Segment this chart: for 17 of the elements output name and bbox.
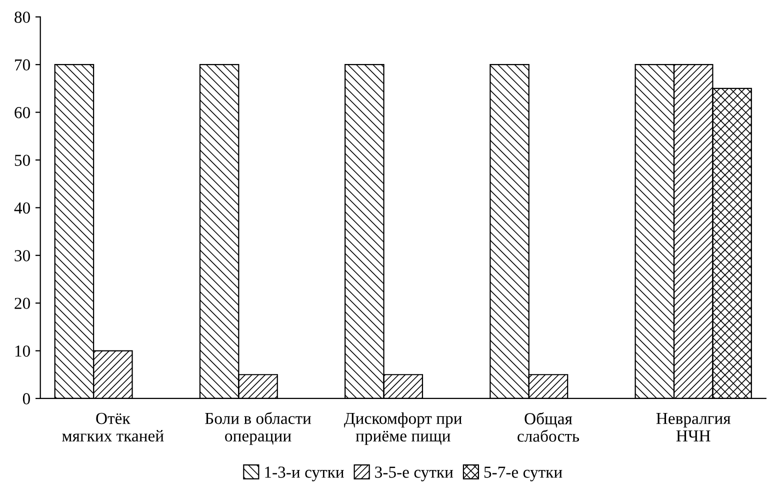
legend-label: 3-5-е сутки [375, 466, 454, 482]
y-tick-label: 0 [22, 393, 30, 404]
y-tick-label: 30 [14, 250, 30, 262]
y-tick-label: 20 [14, 298, 30, 310]
x-tick-label: Боли в области операции [205, 412, 312, 445]
y-tick-label: 50 [14, 154, 30, 166]
y-tick-label: 40 [14, 202, 30, 214]
y-tick-label: 60 [14, 106, 30, 118]
x-tick-label: Общая слабость [518, 412, 580, 442]
y-tick-label: 10 [15, 345, 30, 357]
legend-label: 1-3-и сутки [265, 466, 344, 482]
legend-label: 5-7-е сутки [484, 466, 562, 482]
x-tick-label: Невралгия НЧН [656, 413, 731, 442]
y-tick-label: 80 [14, 12, 30, 23]
x-tick-label: Отёк мягких тканей [62, 412, 164, 442]
x-tick-label: Дискомфорт при приёме пищи [344, 412, 462, 445]
y-tick-label: 70 [15, 59, 30, 71]
